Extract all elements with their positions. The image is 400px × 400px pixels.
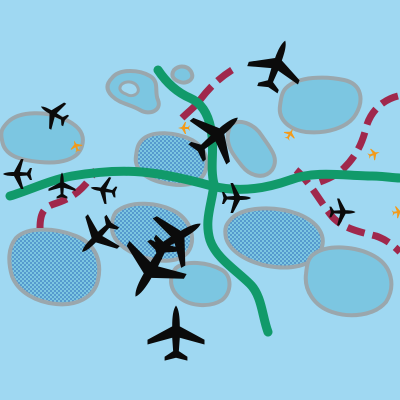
road-right — [293, 167, 400, 255]
island-center-right — [225, 119, 277, 178]
island-left — [0, 111, 85, 165]
island-tiny — [170, 64, 195, 85]
island-lower-right — [303, 245, 394, 318]
river-south-branch — [203, 179, 273, 337]
island-lower-left-hatched — [7, 227, 102, 307]
island-right-center-hatched — [223, 206, 325, 270]
road-top-center — [179, 67, 234, 121]
river-layer — [5, 65, 400, 337]
island-top-right — [277, 75, 363, 135]
river-north-branch — [153, 65, 219, 189]
road-left — [36, 168, 99, 229]
island-bottom-center — [169, 261, 232, 307]
island-ring-hole — [118, 80, 140, 98]
